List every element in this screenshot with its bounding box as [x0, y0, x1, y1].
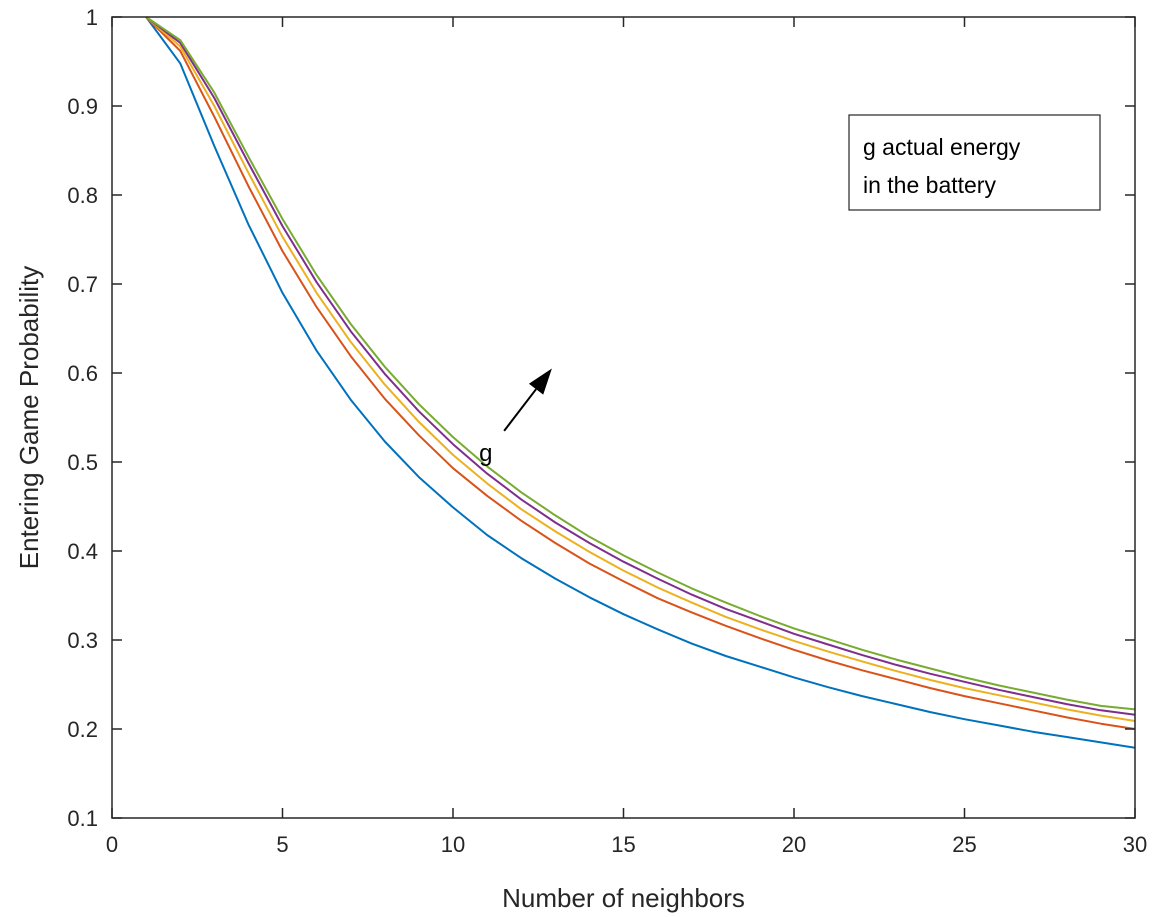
series-line-1	[145, 16, 1136, 749]
labels-layer: 0 5 10 15 20 25 30 0.1 0.2 0.3 0.4 0.5 0.6 0.7 0.8 0.9 1	[67, 5, 1147, 857]
x-tick-label: 15	[611, 832, 635, 857]
x-tick-label: 0	[106, 832, 118, 857]
x-tick-label: 5	[276, 832, 288, 857]
x-tick-label: 20	[782, 832, 806, 857]
series-line-3	[145, 16, 1136, 722]
y-tick-label: 0.4	[67, 539, 98, 564]
legend-text-line-1: g actual energy	[863, 134, 1021, 160]
y-tick-label: 0.1	[67, 806, 98, 831]
series-line-5	[145, 16, 1136, 711]
annotation-label: g	[479, 440, 492, 467]
y-tick-label: 1	[86, 5, 98, 30]
legend-frame	[848, 114, 1101, 211]
annotation-arrow	[503, 388, 537, 432]
annotation: g	[479, 368, 552, 467]
x-tick-label: 25	[952, 832, 976, 857]
y-tick-label: 0.9	[67, 94, 98, 119]
legend-box: g actual energy in the battery	[848, 114, 1101, 211]
plot-frame	[111, 16, 1136, 819]
y-tick-label: 0.8	[67, 183, 98, 208]
x-tick-label: 10	[441, 832, 465, 857]
y-axis-label: Entering Game Probability	[14, 266, 44, 569]
y-tick-label: 0.3	[67, 628, 98, 653]
y-tick-label: 0.5	[67, 450, 98, 475]
x-axis-label: Number of neighbors	[502, 883, 745, 913]
series-layer	[145, 16, 1136, 749]
y-tick-label: 0.2	[67, 717, 98, 742]
y-tick-label: 0.6	[67, 361, 98, 386]
series-line-4	[145, 16, 1136, 716]
series-line-2	[145, 16, 1136, 730]
y-tick-label: 0.7	[67, 272, 98, 297]
legend-text-line-2: in the battery	[863, 172, 996, 198]
x-tick-label: 30	[1123, 832, 1147, 857]
annotation-arrowhead	[528, 368, 552, 395]
